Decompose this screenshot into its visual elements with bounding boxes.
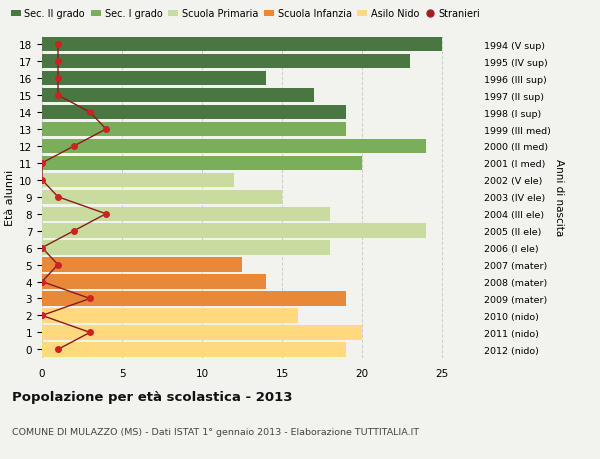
Bar	[42, 190, 282, 205]
Bar	[42, 258, 242, 272]
Bar	[42, 38, 442, 52]
Bar	[42, 342, 346, 357]
Bar	[42, 140, 426, 154]
Bar	[42, 224, 426, 238]
Text: Popolazione per età scolastica - 2013: Popolazione per età scolastica - 2013	[12, 390, 293, 403]
Legend: Sec. II grado, Sec. I grado, Scuola Primaria, Scuola Infanzia, Asilo Nido, Stran: Sec. II grado, Sec. I grado, Scuola Prim…	[11, 10, 481, 19]
Bar	[42, 173, 234, 188]
Bar	[42, 106, 346, 120]
Y-axis label: Anni di nascita: Anni di nascita	[554, 159, 565, 236]
Bar	[42, 157, 362, 171]
Bar	[42, 123, 346, 137]
Y-axis label: Età alunni: Età alunni	[5, 169, 15, 225]
Bar	[42, 325, 362, 340]
Bar	[42, 55, 410, 69]
Bar	[42, 275, 266, 289]
Bar	[42, 241, 330, 255]
Bar	[42, 72, 266, 86]
Bar	[42, 89, 314, 103]
Text: COMUNE DI MULAZZO (MS) - Dati ISTAT 1° gennaio 2013 - Elaborazione TUTTITALIA.IT: COMUNE DI MULAZZO (MS) - Dati ISTAT 1° g…	[12, 427, 419, 436]
Bar	[42, 291, 346, 306]
Bar	[42, 308, 298, 323]
Bar	[42, 207, 330, 221]
